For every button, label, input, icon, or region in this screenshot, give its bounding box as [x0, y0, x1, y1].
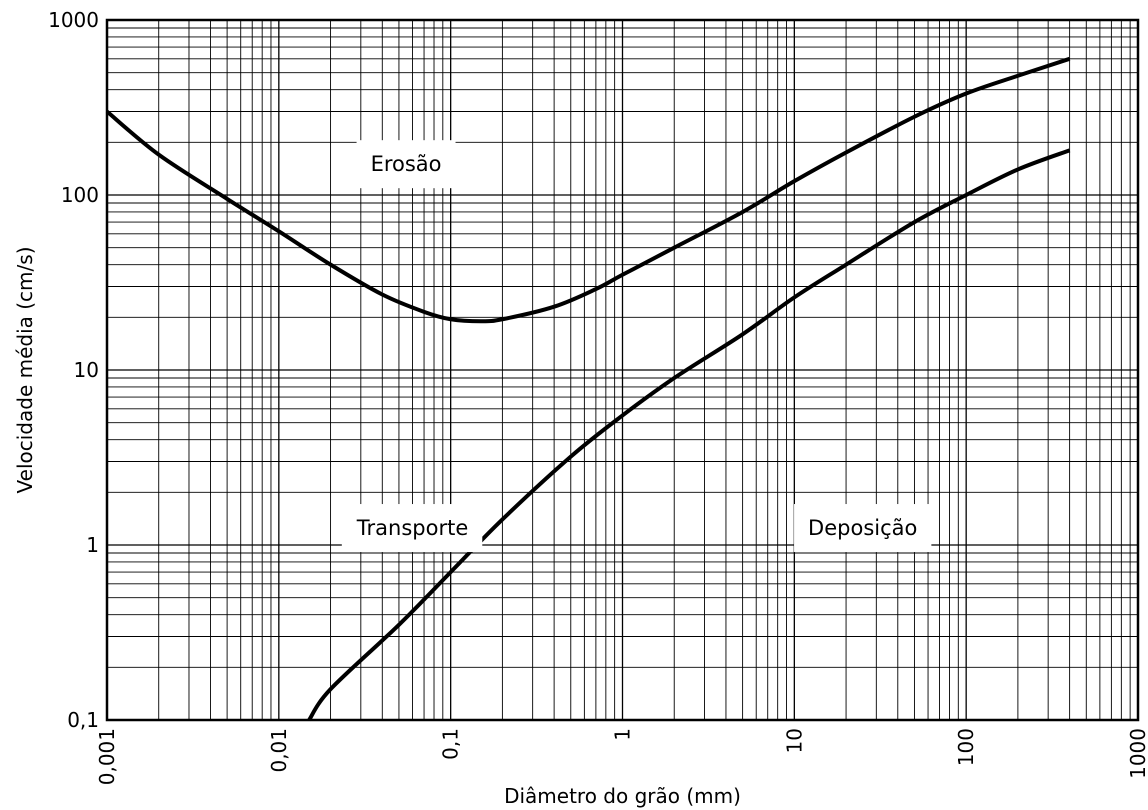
x-tick-label: 0,1: [439, 728, 463, 760]
y-tick-label: 0,1: [67, 708, 99, 732]
x-tick-label: 0,01: [267, 728, 291, 773]
erosion-curve: [105, 56, 1071, 324]
series-layer: [105, 56, 1071, 722]
region-label-transporte: Transporte: [341, 504, 483, 553]
y-axis-title: Velocidade média (cm/s): [13, 247, 37, 494]
x-tick-label: 10: [782, 728, 806, 753]
plot-frame: [105, 18, 1140, 722]
x-tick-label: 0,001: [95, 728, 119, 785]
x-tick-label: 1: [611, 728, 635, 741]
region-label-background: [356, 140, 456, 189]
annotation-layer: Erosão Transporte Deposição: [341, 140, 932, 553]
y-tick-label: 10: [74, 358, 99, 382]
grid: [107, 20, 1138, 720]
region-label-erosao: Erosão: [356, 140, 456, 189]
region-label-background: [341, 504, 483, 553]
region-label-text: Erosão: [371, 152, 442, 176]
deposition-curve: [307, 148, 1071, 722]
x-axis-title: Diâmetro do grão (mm): [504, 784, 741, 808]
region-label-deposicao: Deposição: [794, 504, 932, 553]
region-label-text: Deposição: [808, 516, 917, 540]
region-label-background: [794, 504, 932, 553]
x-tick-label: 100: [954, 728, 978, 766]
y-tick-label: 100: [61, 183, 99, 207]
y-tick-label: 1: [86, 533, 99, 557]
tick-labels: 0,1 1 10 100 1000 0,001 0,01 0,1 1 10 100 1000: [48, 8, 1148, 785]
y-tick-label: 1000: [48, 8, 99, 32]
x-tick-label: 1000: [1126, 728, 1148, 779]
region-label-text: Transporte: [356, 516, 468, 540]
